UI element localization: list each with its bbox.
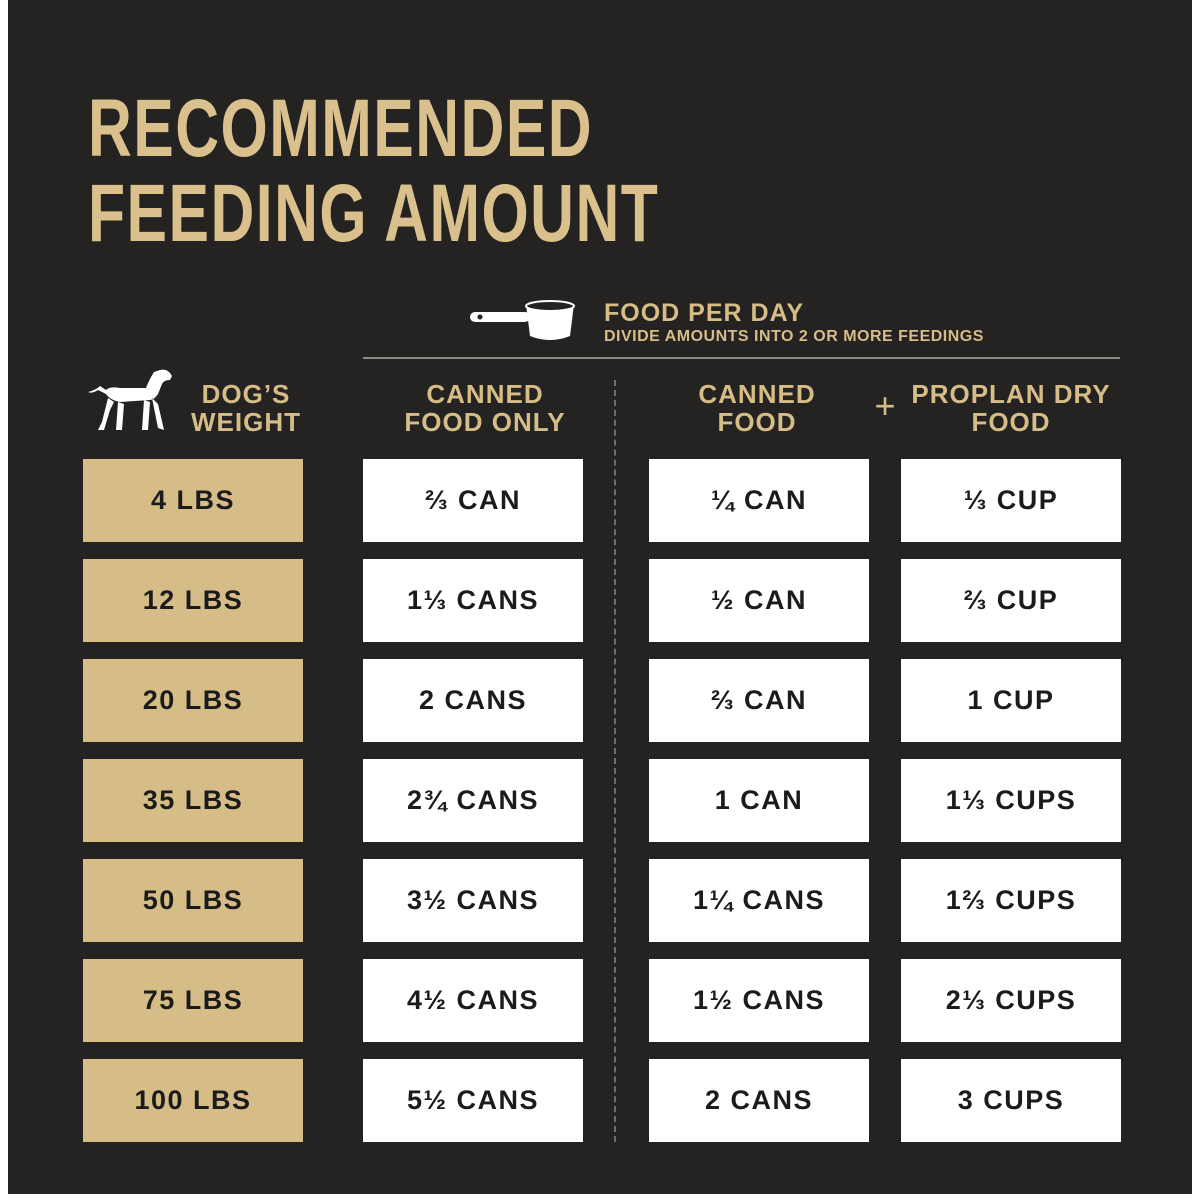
column-header-text: DOG’S WEIGHT xyxy=(191,379,301,437)
amount-cell: 1½ CANS xyxy=(649,959,869,1042)
amount-cell: 1⅓ CUPS xyxy=(901,759,1121,842)
amount-cell: 1⅓ CANS xyxy=(363,559,583,642)
amount-cell: ⅔ CUP xyxy=(901,559,1121,642)
food-header-subtitle: DIVIDE AMOUNTS INTO 2 OR MORE FEEDINGS xyxy=(604,328,984,345)
amount-cell: 1 CAN xyxy=(649,759,869,842)
title-line: FEEDING AMOUNT xyxy=(88,168,660,259)
food-header-title: FOOD PER DAY xyxy=(604,299,805,327)
amount-cell: 3½ CANS xyxy=(363,859,583,942)
weight-cell: 35 LBS xyxy=(83,759,303,842)
column-header: PROPLAN DRY FOOD xyxy=(911,379,1111,437)
amount-cell: ⅓ CUP xyxy=(901,459,1121,542)
title-line: RECOMMENDED xyxy=(88,83,594,174)
cup-icon xyxy=(470,300,575,340)
amount-cell: 2 CANS xyxy=(363,659,583,742)
weight-cell: 50 LBS xyxy=(83,859,303,942)
column-header: DOG’S WEIGHT xyxy=(176,380,316,436)
amount-cell: ⅔ CAN xyxy=(363,459,583,542)
weight-cell: 12 LBS xyxy=(83,559,303,642)
plus-sign: + xyxy=(874,385,896,426)
amount-cell: 1⅔ CUPS xyxy=(901,859,1121,942)
amount-cell: 1 CUP xyxy=(901,659,1121,742)
amount-cell: 2⅓ CUPS xyxy=(901,959,1121,1042)
weight-cell: 100 LBS xyxy=(83,1059,303,1142)
amount-cell: 4½ CANS xyxy=(363,959,583,1042)
column-header: CANNED FOOD xyxy=(698,379,816,437)
weight-cell: 20 LBS xyxy=(83,659,303,742)
amount-cell: ½ CAN xyxy=(649,559,869,642)
amount-cell: 5½ CANS xyxy=(363,1059,583,1142)
amount-cell: ⅔ CAN xyxy=(649,659,869,742)
amount-cell: ¼ CAN xyxy=(649,459,869,542)
column-header: CANNED FOOD ONLY xyxy=(404,379,566,437)
amount-cell: 2¾ CANS xyxy=(363,759,583,842)
dog-icon xyxy=(88,369,172,430)
infographic: RECOMMENDED FEEDING AMOUNT FOOD PER DAY … xyxy=(8,0,1192,1194)
amount-cell: 3 CUPS xyxy=(901,1059,1121,1142)
amount-cell: 1¼ CANS xyxy=(649,859,869,942)
divider xyxy=(614,380,616,1142)
header-rule xyxy=(363,357,1120,359)
weight-cell: 75 LBS xyxy=(83,959,303,1042)
weight-cell: 4 LBS xyxy=(83,459,303,542)
amount-cell: 2 CANS xyxy=(649,1059,869,1142)
